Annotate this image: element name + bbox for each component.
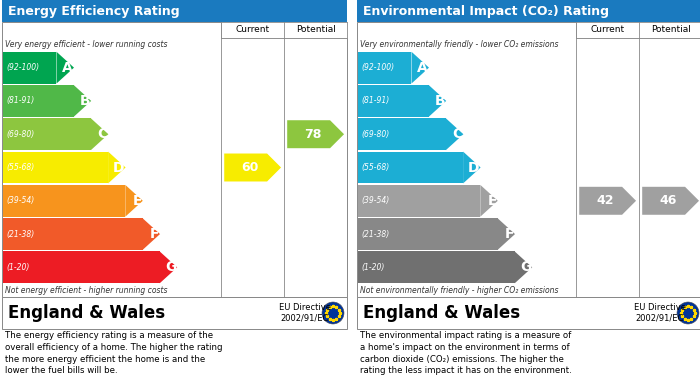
Bar bbox=[358, 152, 463, 183]
Text: Current: Current bbox=[591, 25, 624, 34]
Text: England & Wales: England & Wales bbox=[8, 304, 165, 322]
Polygon shape bbox=[642, 187, 699, 215]
Polygon shape bbox=[160, 251, 177, 283]
Text: Not energy efficient - higher running costs: Not energy efficient - higher running co… bbox=[5, 286, 167, 295]
Text: (21-38): (21-38) bbox=[6, 230, 34, 239]
Bar bbox=[358, 251, 514, 283]
Text: Environmental Impact (CO₂) Rating: Environmental Impact (CO₂) Rating bbox=[363, 5, 609, 18]
Text: (69-80): (69-80) bbox=[6, 130, 34, 139]
Bar bbox=[2, 0, 347, 22]
Bar bbox=[358, 118, 446, 150]
Text: G: G bbox=[164, 260, 176, 274]
Text: Energy Efficiency Rating: Energy Efficiency Rating bbox=[8, 5, 180, 18]
Text: 78: 78 bbox=[304, 128, 322, 141]
Text: (81-91): (81-91) bbox=[361, 97, 389, 106]
Text: E: E bbox=[487, 194, 497, 208]
Text: (81-91): (81-91) bbox=[6, 97, 34, 106]
Polygon shape bbox=[108, 152, 125, 183]
Circle shape bbox=[677, 302, 699, 324]
Polygon shape bbox=[125, 185, 143, 217]
Bar bbox=[3, 85, 73, 117]
Text: (92-100): (92-100) bbox=[6, 63, 39, 72]
Polygon shape bbox=[579, 187, 636, 215]
Polygon shape bbox=[74, 85, 91, 117]
Text: The energy efficiency rating is a measure of the
overall efficiency of a home. T: The energy efficiency rating is a measur… bbox=[5, 331, 223, 375]
Text: B: B bbox=[435, 94, 445, 108]
Text: F: F bbox=[505, 227, 514, 241]
Bar bbox=[3, 152, 108, 183]
Bar bbox=[357, 0, 700, 22]
Polygon shape bbox=[463, 152, 481, 183]
Text: G: G bbox=[520, 260, 531, 274]
Text: C: C bbox=[452, 127, 463, 141]
Polygon shape bbox=[224, 154, 281, 181]
Polygon shape bbox=[446, 118, 463, 150]
Text: Potential: Potential bbox=[295, 25, 335, 34]
Polygon shape bbox=[498, 218, 515, 250]
Bar bbox=[3, 118, 91, 150]
Text: (1-20): (1-20) bbox=[6, 263, 29, 272]
Bar bbox=[2, 22, 347, 297]
Text: EU Directive
2002/91/EC: EU Directive 2002/91/EC bbox=[634, 303, 686, 323]
Text: A: A bbox=[417, 61, 428, 75]
Polygon shape bbox=[428, 85, 446, 117]
Text: (1-20): (1-20) bbox=[361, 263, 384, 272]
Text: 46: 46 bbox=[659, 194, 677, 207]
Polygon shape bbox=[412, 52, 429, 84]
Text: E: E bbox=[132, 194, 142, 208]
Text: A: A bbox=[62, 61, 73, 75]
Bar bbox=[358, 85, 428, 117]
Polygon shape bbox=[480, 185, 498, 217]
Text: (21-38): (21-38) bbox=[361, 230, 389, 239]
Bar bbox=[358, 218, 498, 250]
Text: Very energy efficient - lower running costs: Very energy efficient - lower running co… bbox=[5, 40, 167, 49]
Text: C: C bbox=[97, 127, 107, 141]
Bar bbox=[3, 52, 57, 84]
Text: EU Directive
2002/91/EC: EU Directive 2002/91/EC bbox=[279, 303, 331, 323]
Text: (39-54): (39-54) bbox=[361, 196, 389, 205]
Text: (39-54): (39-54) bbox=[6, 196, 34, 205]
Text: Not environmentally friendly - higher CO₂ emissions: Not environmentally friendly - higher CO… bbox=[360, 286, 559, 295]
Text: B: B bbox=[80, 94, 90, 108]
Bar bbox=[357, 22, 700, 297]
Bar bbox=[2, 297, 347, 329]
Text: Very environmentally friendly - lower CO₂ emissions: Very environmentally friendly - lower CO… bbox=[360, 40, 559, 49]
Bar bbox=[358, 185, 480, 217]
Text: F: F bbox=[150, 227, 159, 241]
Bar bbox=[3, 218, 143, 250]
Bar bbox=[358, 52, 412, 84]
Bar bbox=[3, 185, 125, 217]
Text: Potential: Potential bbox=[651, 25, 690, 34]
Text: (55-68): (55-68) bbox=[361, 163, 389, 172]
Text: (92-100): (92-100) bbox=[361, 63, 394, 72]
Bar bbox=[3, 251, 160, 283]
Polygon shape bbox=[514, 251, 532, 283]
Polygon shape bbox=[91, 118, 108, 150]
Polygon shape bbox=[143, 218, 160, 250]
Bar bbox=[576, 22, 700, 38]
Text: D: D bbox=[468, 160, 480, 174]
Text: (55-68): (55-68) bbox=[6, 163, 34, 172]
Text: Current: Current bbox=[236, 25, 270, 34]
Bar bbox=[221, 22, 347, 38]
Polygon shape bbox=[287, 120, 344, 148]
Polygon shape bbox=[57, 52, 74, 84]
Text: 60: 60 bbox=[241, 161, 259, 174]
Text: England & Wales: England & Wales bbox=[363, 304, 520, 322]
Bar bbox=[357, 297, 700, 329]
Text: 42: 42 bbox=[596, 194, 614, 207]
Text: D: D bbox=[113, 160, 125, 174]
Text: The environmental impact rating is a measure of
a home's impact on the environme: The environmental impact rating is a mea… bbox=[360, 331, 572, 375]
Text: (69-80): (69-80) bbox=[361, 130, 389, 139]
Circle shape bbox=[322, 302, 344, 324]
